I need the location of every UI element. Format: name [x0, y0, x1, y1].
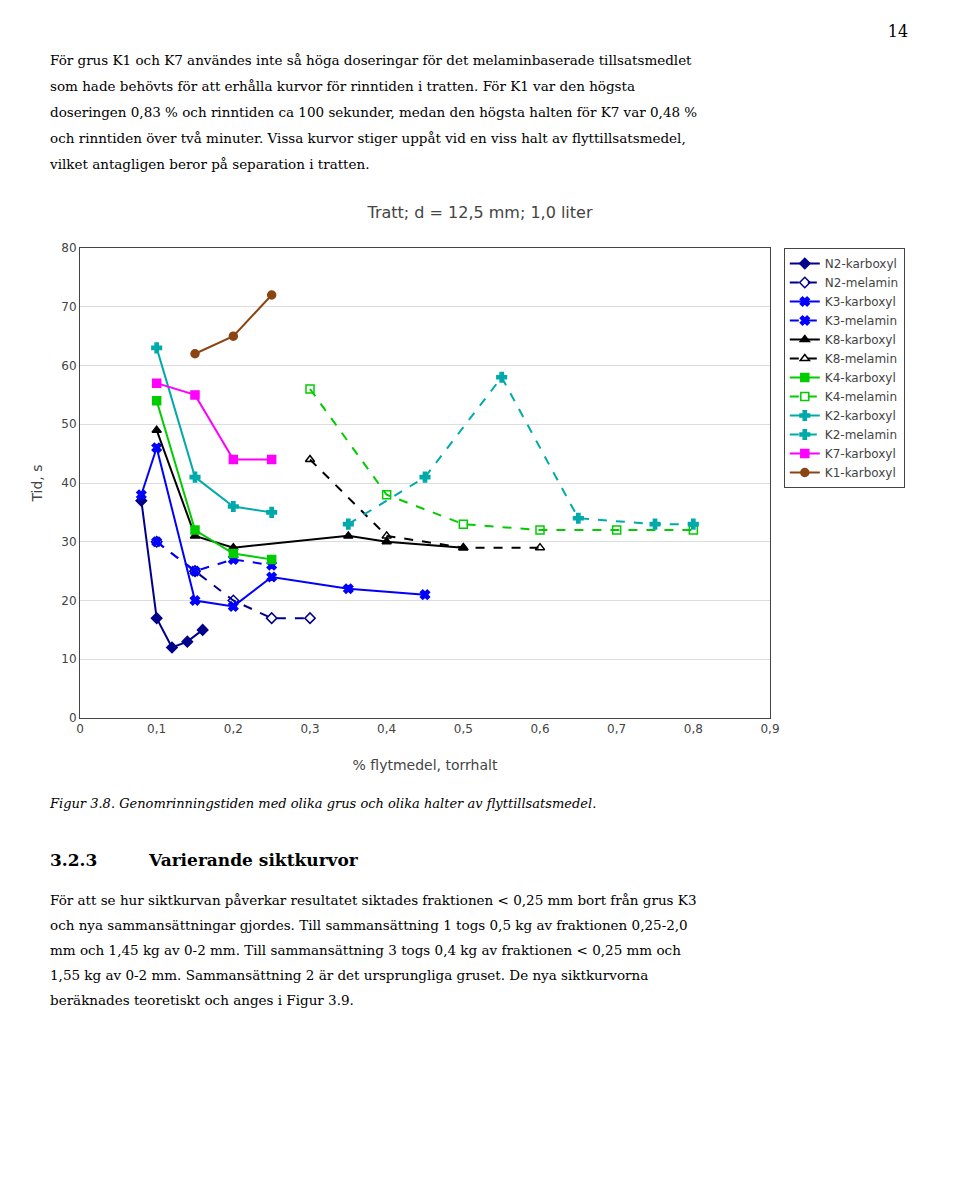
- html-text:För grus K1 och K7 användes in: För grus K1 och K7 användes inte så höga…: [50, 52, 692, 68]
- svg-text:K1-karboxyl: K1-karboxyl: [825, 466, 896, 480]
- svg-text:0,9: 0,9: [760, 722, 779, 736]
- svg-text:K2-melamin: K2-melamin: [825, 428, 897, 442]
- svg-text:0: 0: [69, 711, 77, 725]
- svg-text:30: 30: [61, 535, 76, 549]
- html-text:Varierande siktkurvor: Varierande siktkurvor: [149, 850, 358, 870]
- svg-text:N2-melamin: N2-melamin: [825, 276, 898, 290]
- html-text:Figur 3.8. Genomrinningstiden: Figur 3.8. Genomrinningstiden med olika …: [50, 796, 597, 811]
- svg-text:0,1: 0,1: [147, 722, 166, 736]
- html-text:3.2.3: 3.2.3: [50, 850, 98, 870]
- svg-text:K8-melamin: K8-melamin: [825, 352, 897, 366]
- svg-text:0,7: 0,7: [607, 722, 626, 736]
- svg-text:% flytmedel, torrhalt: % flytmedel, torrhalt: [353, 757, 498, 773]
- html-text:14: 14: [887, 22, 909, 41]
- svg-text:0,3: 0,3: [300, 722, 319, 736]
- svg-text:0,2: 0,2: [224, 722, 243, 736]
- svg-text:K4-melamin: K4-melamin: [825, 390, 897, 404]
- svg-text:0: 0: [76, 722, 84, 736]
- html-text:beräknades teoretiskt och ange: beräknades teoretiskt och anges i Figur …: [50, 992, 354, 1008]
- html-text:och nya sammansättningar gjord: och nya sammansättningar gjordes. Till s…: [50, 917, 688, 933]
- svg-text:0,8: 0,8: [684, 722, 703, 736]
- svg-text:50: 50: [61, 417, 76, 431]
- html-text:som hade behövts för att erhål: som hade behövts för att erhålla kurvor …: [50, 78, 635, 94]
- svg-text:K8-karboxyl: K8-karboxyl: [825, 333, 896, 347]
- svg-text:70: 70: [61, 300, 76, 314]
- html-text:vilket antagligen beror på sep: vilket antagligen beror på separation i …: [50, 156, 370, 172]
- svg-text:K4-karboxyl: K4-karboxyl: [825, 371, 896, 385]
- html-text:och rinntiden över två minuter: och rinntiden över två minuter. Vissa ku…: [50, 130, 686, 146]
- svg-text:K7-karboxyl: K7-karboxyl: [825, 447, 896, 461]
- svg-text:0,4: 0,4: [377, 722, 396, 736]
- svg-text:N2-karboxyl: N2-karboxyl: [825, 257, 897, 271]
- svg-text:Tid, s: Tid, s: [29, 464, 45, 502]
- html-text:För att se hur siktkurvan påve: För att se hur siktkurvan påverkar resul…: [50, 892, 697, 908]
- svg-text:80: 80: [61, 241, 76, 255]
- svg-text:K2-karboxyl: K2-karboxyl: [825, 409, 896, 423]
- svg-text:0,6: 0,6: [530, 722, 549, 736]
- html-text:doseringen 0,83 % och rinntide: doseringen 0,83 % och rinntiden ca 100 s…: [50, 104, 698, 120]
- html-text:mm och 1,45 kg av 0-2 mm. Till: mm och 1,45 kg av 0-2 mm. Till sammansät…: [50, 942, 681, 958]
- svg-text:Tratt; d = 12,5 mm; 1,0 liter: Tratt; d = 12,5 mm; 1,0 liter: [366, 203, 592, 222]
- svg-text:10: 10: [61, 652, 76, 666]
- svg-text:60: 60: [61, 359, 76, 373]
- html-text:1,55 kg av 0-2 mm. Sammansättn: 1,55 kg av 0-2 mm. Sammansättning 2 är d…: [50, 967, 649, 983]
- svg-text:K3-melamin: K3-melamin: [825, 314, 897, 328]
- svg-text:40: 40: [61, 476, 76, 490]
- svg-text:K3-karboxyl: K3-karboxyl: [825, 295, 896, 309]
- svg-text:0,5: 0,5: [454, 722, 473, 736]
- svg-text:20: 20: [61, 594, 76, 608]
